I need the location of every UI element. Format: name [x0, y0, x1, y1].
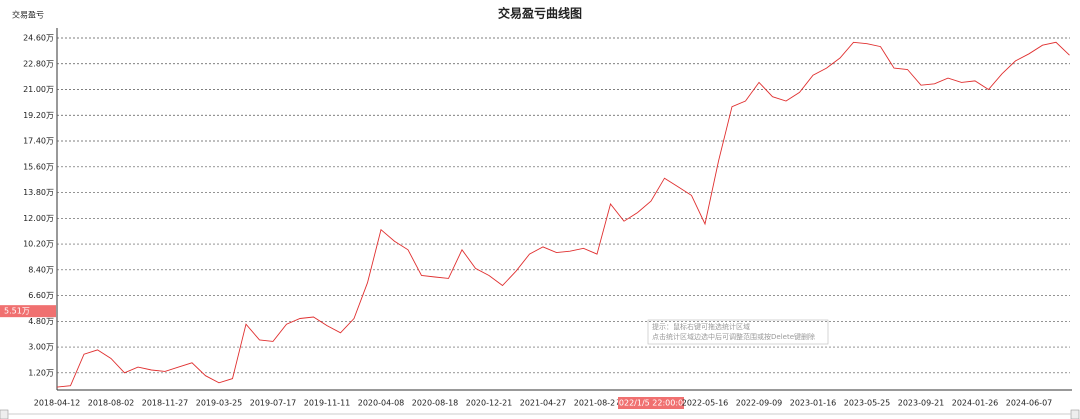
hint-text: 点击统计区域边选中后可调整范围或按Delete键删除 — [652, 332, 815, 341]
x-tick-label: 2018-08-02 — [88, 399, 135, 408]
y-tick-label: 10.20万 — [23, 240, 54, 249]
y-tick-label: 19.20万 — [23, 111, 54, 120]
y-tick-label: 12.00万 — [23, 214, 54, 223]
scroll-left[interactable] — [0, 409, 9, 419]
x-tick-label: 2024-01-26 — [952, 399, 999, 408]
y-tick-label: 1.20万 — [28, 368, 54, 377]
y-tick-label: 24.60万 — [23, 34, 54, 43]
y-tick-label: 22.80万 — [23, 59, 54, 68]
y-tick-label: 13.80万 — [23, 188, 54, 197]
x-tick-label: 2021-04-27 — [520, 399, 567, 408]
y-tick-label: 8.40万 — [28, 265, 54, 274]
x-tick-label: 2021-08-27 — [574, 399, 621, 408]
cursor-x-label: 2022/1/5 22:00:00 — [614, 399, 688, 408]
x-tick-label: 2019-03-25 — [196, 399, 243, 408]
hint-text: 提示：鼠标右键可拖选统计区域 — [652, 322, 750, 331]
x-tick-label: 2024-06-07 — [1006, 399, 1053, 408]
y-tick-label: 4.80万 — [28, 317, 54, 326]
x-tick-label: 2022-09-09 — [736, 399, 783, 408]
y-tick-label: 6.60万 — [28, 291, 54, 300]
x-tick-label: 2020-04-08 — [358, 399, 405, 408]
chart-title: 交易盈亏曲线图 — [498, 6, 582, 21]
x-tick-label: 2022-05-16 — [682, 399, 729, 408]
x-tick-label: 2018-04-12 — [34, 399, 81, 408]
x-tick-label: 2019-07-17 — [250, 399, 297, 408]
scroll-right[interactable] — [1070, 409, 1080, 419]
cursor-y-label: 5.51万 — [4, 307, 30, 316]
x-tick-label: 2020-08-18 — [412, 399, 459, 408]
x-tick-label: 2020-12-21 — [466, 399, 513, 408]
x-tick-label: 2019-11-11 — [304, 399, 351, 408]
cursor-x-label-bg — [618, 397, 684, 409]
y-axis-label: 交易盈亏 — [12, 10, 44, 20]
y-tick-label: 3.00万 — [28, 343, 54, 352]
x-tick-label: 2023-09-21 — [898, 399, 945, 408]
cursor-y-label-bg — [0, 305, 56, 318]
y-tick-label: 21.00万 — [23, 85, 54, 94]
y-tick-label: 17.40万 — [23, 137, 54, 146]
hint-box — [647, 319, 829, 345]
x-tick-label: 2023-05-25 — [844, 399, 891, 408]
x-tick-label: 2023-01-16 — [790, 399, 837, 408]
series-line — [56, 41, 1070, 388]
y-tick-label: 15.60万 — [23, 162, 54, 171]
x-tick-label: 2018-11-27 — [142, 399, 189, 408]
